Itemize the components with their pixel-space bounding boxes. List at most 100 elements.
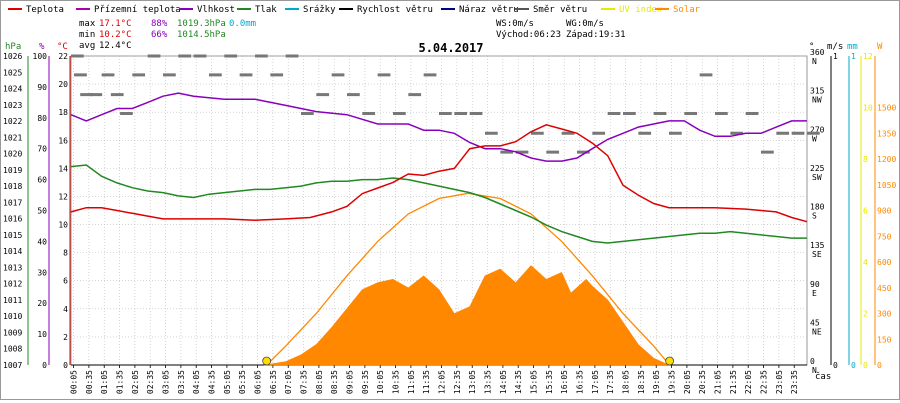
solar-tick-label: 900	[877, 207, 892, 216]
plot-area	[70, 54, 820, 366]
x-tick-label: 01:35	[116, 370, 125, 394]
x-tick-label: 21:35	[729, 370, 738, 394]
legend-label: Náraz větru	[459, 5, 519, 15]
wind-dir-mark	[393, 112, 406, 116]
humidity-tick-label: 20	[37, 299, 47, 308]
axis-header-deg: °	[809, 42, 814, 52]
temp-tick-label: 2	[63, 333, 68, 342]
axis-header-ms: m/s	[827, 42, 843, 52]
wind-compass-label: N	[812, 57, 817, 66]
humidity-tick-label: 100	[33, 52, 48, 61]
stats-max-hum: 88%	[151, 19, 168, 29]
x-tick-label: 17:35	[606, 370, 615, 394]
humidity-tick-label: 70	[37, 145, 47, 154]
wind-dir-mark	[224, 54, 238, 58]
x-tick-label: 22:05	[744, 370, 753, 394]
x-tick-label: 15:35	[545, 370, 554, 394]
solar-tick-label: 150	[877, 335, 892, 344]
x-tick-label: 07:05	[284, 370, 293, 394]
wind-dir-mark	[439, 112, 452, 116]
x-tick-label: 04:05	[192, 370, 201, 394]
wind-compass-label: S	[812, 212, 817, 221]
wind-dir-tick-label: 270	[810, 125, 825, 134]
humidity-tick-label: 0	[42, 361, 47, 370]
x-tick-label: 00:35	[85, 370, 94, 394]
x-tick-label: 00:05	[70, 370, 79, 394]
wind-speed-tick-label: 0	[833, 361, 838, 370]
temp-tick-label: 8	[63, 249, 68, 258]
wind-dir-mark	[515, 150, 529, 154]
temp-tick-label: 12	[58, 192, 68, 201]
x-tick-label: 23:05	[775, 370, 784, 394]
pressure-tick-label: 1022	[3, 117, 22, 126]
pressure-line	[70, 164, 807, 244]
stats-avg-label: avg	[79, 41, 95, 51]
x-tick-label: 15:05	[530, 370, 539, 394]
wind-compass-label: NW	[812, 96, 822, 105]
pressure-tick-label: 1008	[3, 345, 22, 354]
x-axis-label: čas	[815, 371, 831, 382]
wind-dir-mark	[607, 112, 621, 116]
wind-dir-mark	[531, 131, 544, 135]
legend-label: Rychlost větru	[357, 5, 433, 15]
wind-dir-mark	[316, 93, 330, 97]
temp-tick-label: 22	[58, 52, 68, 61]
axis-header-hpa: hPa	[5, 42, 21, 52]
pressure-tick-label: 1014	[3, 247, 22, 256]
wind-dir-mark	[110, 93, 124, 97]
uv-tick-label: 6	[863, 207, 868, 216]
x-tick-label: 03:05	[162, 370, 171, 394]
stats-min-temp: 10.2°C	[99, 30, 132, 40]
wind-dir-mark	[546, 150, 560, 154]
temp-tick-label: 18	[58, 108, 68, 117]
wind-compass-label: W	[812, 134, 817, 143]
wind-dir-tick-label: 0	[810, 357, 815, 366]
x-tick-label: 02:35	[146, 370, 155, 394]
legend-label: Teplota	[26, 5, 64, 15]
axis-header-pct: %	[39, 42, 45, 52]
pressure-tick-label: 1010	[3, 312, 22, 321]
wind-dir-mark	[209, 73, 222, 77]
wind-dir-mark	[178, 54, 192, 58]
temp-tick-label: 6	[63, 277, 68, 286]
wind-dir-mark	[74, 73, 87, 77]
pressure-tick-label: 1019	[3, 166, 22, 175]
wind-speed: WS:0m/s	[496, 19, 534, 29]
x-tick-label: 07:35	[300, 370, 309, 394]
temp-tick-label: 20	[58, 80, 68, 89]
wind-dir-mark	[561, 131, 575, 135]
solar-tick-label: 600	[877, 258, 892, 267]
x-tick-label: 04:35	[208, 370, 217, 394]
wind-dir-mark	[331, 73, 345, 77]
x-tick-label: 20:35	[698, 370, 707, 394]
humidity-tick-label: 60	[37, 176, 47, 185]
x-tick-label: 16:05	[560, 370, 569, 394]
pressure-tick-label: 1018	[3, 182, 22, 191]
x-tick-label: 18:05	[622, 370, 631, 394]
stats-block: max 17.1°C 88% 1019.3hPa 0.0mm min 10.2°…	[79, 19, 256, 51]
x-tick-label: 10:05	[376, 370, 385, 394]
uv-tick-label: 10	[863, 104, 873, 113]
solar-tick-label: 1350	[877, 129, 896, 138]
uv-tick-label: 12	[863, 52, 873, 61]
wind-dir-tick-label: 315	[810, 87, 825, 96]
x-tick-label: 14:35	[514, 370, 523, 394]
wind-dir-mark	[500, 150, 514, 154]
wind-dir-mark	[653, 112, 667, 116]
wind-dir-mark	[408, 93, 422, 97]
wind-dir-mark	[239, 73, 253, 77]
wind-dir-mark	[285, 54, 299, 58]
solar-area	[264, 265, 670, 366]
pressure-tick-label: 1015	[3, 231, 22, 240]
stats-max-temp: 17.1°C	[99, 19, 132, 29]
pressure-tick-label: 1020	[3, 150, 22, 159]
wind-dir-tick-label: 135	[810, 241, 825, 250]
x-tick-label: 12:05	[438, 370, 447, 394]
humidity-tick-label: 80	[37, 114, 47, 123]
sunrise-marker	[262, 356, 272, 366]
wind-dir-mark	[101, 73, 115, 77]
pressure-tick-label: 1007	[3, 361, 22, 370]
wind-dir-mark	[715, 112, 728, 116]
wind-dir-mark	[132, 73, 146, 77]
